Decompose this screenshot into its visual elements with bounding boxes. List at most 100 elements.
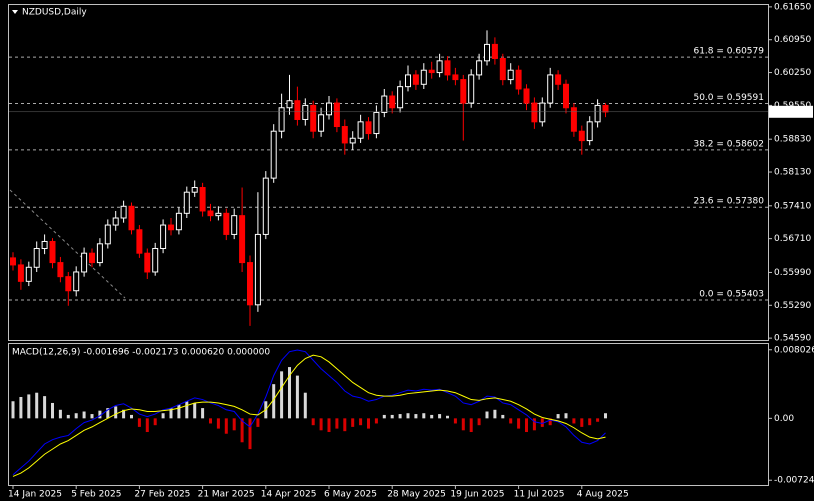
candle-body xyxy=(183,191,190,214)
y-tick-label: 0.55990 xyxy=(774,268,811,278)
macd-histogram-bar xyxy=(240,418,244,443)
macd-histogram-bar xyxy=(19,396,23,419)
macd-histogram-bar xyxy=(161,413,165,419)
candle-body xyxy=(578,130,585,142)
macd-histogram-bar xyxy=(145,418,149,433)
macd-histogram-bar xyxy=(343,418,347,432)
macd-histogram-bar xyxy=(461,418,465,431)
macd-histogram-bar xyxy=(596,418,600,422)
candle-body xyxy=(17,264,24,282)
macd-histogram-bar xyxy=(74,413,78,419)
macd-histogram-bar xyxy=(548,418,552,426)
candle-body xyxy=(231,215,238,235)
macd-histogram-bar xyxy=(272,384,276,419)
candle-body xyxy=(81,252,88,273)
trend-line xyxy=(9,189,126,299)
macd-histogram-bar xyxy=(177,404,181,419)
fib-label: 61.8 = 0.60579 xyxy=(693,47,764,57)
macd-histogram-bar xyxy=(58,409,62,419)
current-price-label: 0.59414 xyxy=(773,107,810,117)
candle-body xyxy=(278,107,285,132)
candle-body xyxy=(476,60,483,76)
macd-histogram-bar xyxy=(469,418,473,433)
fib-label: 38.2 = 0.58602 xyxy=(693,139,764,149)
macd-histogram-bar xyxy=(216,418,220,429)
candle-body xyxy=(41,240,48,250)
y-tick-label: 0.56710 xyxy=(774,234,811,244)
macd-histogram-bar xyxy=(501,414,505,419)
x-tick-label: 28 May 2025 xyxy=(387,490,446,500)
candle-body xyxy=(89,252,95,264)
macd-histogram-bar xyxy=(232,418,236,431)
x-tick-label: 21 Mar 2025 xyxy=(198,490,255,500)
y-tick-label: 0.54590 xyxy=(774,334,811,344)
y-tick-label: 0.57410 xyxy=(774,201,811,211)
macd-histogram-bar xyxy=(114,406,118,419)
candle-body xyxy=(586,121,593,142)
macd-histogram-bar xyxy=(169,408,173,419)
macd-histogram-bar xyxy=(193,402,197,419)
macd-histogram-bar xyxy=(477,418,481,426)
macd-histogram-bar xyxy=(525,418,528,433)
macd-histogram-bar xyxy=(390,414,394,419)
candle-body xyxy=(349,137,356,144)
candle-body xyxy=(381,95,388,113)
macd-histogram-bar xyxy=(580,418,584,427)
candle-body xyxy=(247,262,253,306)
fib-label: 0.0 = 0.55403 xyxy=(699,289,764,299)
macd-histogram-bar xyxy=(280,371,284,419)
macd-histogram-bar xyxy=(422,413,426,419)
y-tick-label: -0.007243 xyxy=(774,476,814,486)
macd-histogram-bar xyxy=(209,418,212,424)
macd-histogram-bar xyxy=(335,418,339,429)
macd-histogram-bar xyxy=(398,414,402,419)
candle-body xyxy=(175,212,182,231)
macd-histogram-bar xyxy=(509,418,513,424)
macd-histogram-bar xyxy=(540,418,544,427)
candle-body xyxy=(405,74,411,88)
macd-histogram-bar xyxy=(153,418,157,426)
macd-histogram-bar xyxy=(414,414,418,419)
candle-body xyxy=(428,69,435,74)
macd-histogram-bar xyxy=(430,414,434,419)
y-tick-label: 0.55290 xyxy=(774,301,811,311)
candle-body xyxy=(136,229,143,254)
macd-histogram-bar xyxy=(11,401,15,419)
chart-title: NZDUSD,Daily xyxy=(22,8,87,18)
candle-body xyxy=(286,100,293,109)
macd-histogram-bar xyxy=(185,401,189,419)
candle-body xyxy=(302,104,309,120)
candle-body xyxy=(254,233,261,306)
macd-histogram-bar xyxy=(51,402,54,419)
candle-body xyxy=(420,69,427,85)
x-tick-label: 19 Jun 2025 xyxy=(450,490,504,500)
macd-histogram-bar xyxy=(27,394,31,419)
y-tick-label: 0.58830 xyxy=(774,135,811,145)
macd-histogram-bar xyxy=(556,414,560,419)
candle-body xyxy=(215,212,222,217)
macd-histogram-bar xyxy=(351,418,355,427)
macd-histogram-bar xyxy=(485,411,489,419)
macd-histogram-bar xyxy=(122,409,126,419)
macd-histogram-bar xyxy=(572,418,576,424)
candle-body xyxy=(223,212,230,235)
candle-body xyxy=(199,187,206,212)
candle-body xyxy=(547,74,554,104)
macd-histogram-bar xyxy=(201,408,205,419)
x-tick-label: 6 May 2025 xyxy=(324,490,377,500)
macd-histogram-bar xyxy=(130,414,133,419)
macd-histogram-bar xyxy=(256,418,260,427)
candle-body xyxy=(33,248,40,268)
y-tick-label: 0.60950 xyxy=(774,35,811,45)
candle-body xyxy=(333,102,340,128)
macd-line xyxy=(12,349,606,476)
x-tick-label: 4 Aug 2025 xyxy=(577,490,629,500)
macd-histogram-bar xyxy=(90,414,94,419)
macd-histogram-bar xyxy=(446,415,449,419)
candle-body xyxy=(412,74,419,85)
candle-body xyxy=(341,126,348,144)
candle-body xyxy=(318,114,325,132)
candle-body xyxy=(468,74,475,104)
macd-histogram-bar xyxy=(453,418,457,424)
